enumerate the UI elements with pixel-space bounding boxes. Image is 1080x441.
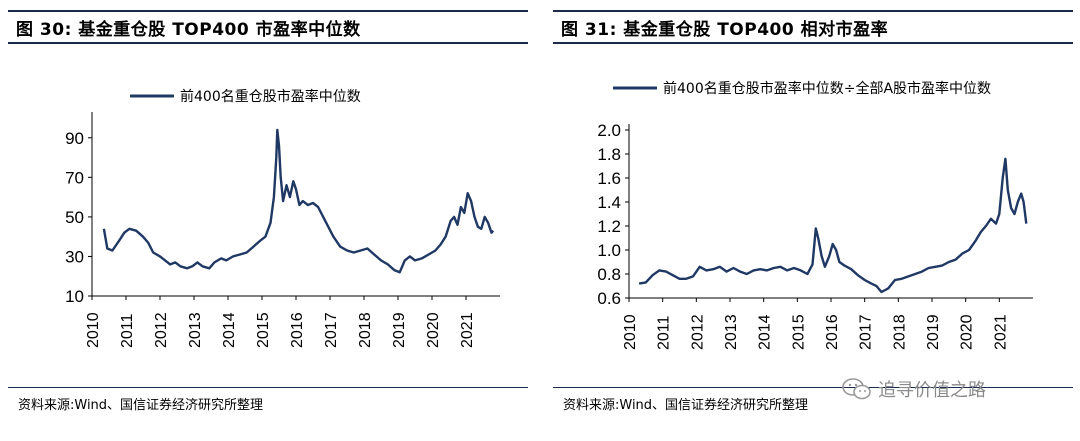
x-tick-label: 2010 bbox=[85, 312, 102, 348]
right-chart: 0.6 0.8 1.0 1.2 1.4 1.6 1.8 2.0 2010 2011 2012 2013… bbox=[597, 80, 1033, 350]
x-tick-label: 2012 bbox=[689, 314, 706, 350]
series-line bbox=[102, 128, 495, 274]
y-tick-label: 1.8 bbox=[597, 145, 621, 164]
x-tick-label: 2020 bbox=[425, 312, 442, 348]
y-tick-label: 70 bbox=[65, 168, 84, 187]
x-tick-label: 2016 bbox=[289, 312, 306, 348]
x-tick-label: 2013 bbox=[723, 314, 740, 350]
right-source-note: 资料来源:Wind、国信证券经济研究所整理 bbox=[563, 398, 809, 413]
y-tick-label: 1.6 bbox=[597, 169, 621, 188]
right-source-divider bbox=[553, 387, 1073, 388]
y-tick-label: 90 bbox=[65, 129, 84, 148]
x-tick-label: 2015 bbox=[255, 312, 272, 348]
y-tick-label: 0.6 bbox=[597, 289, 621, 308]
right-figure-title: 图 31: 基金重仓股 TOP400 相对市盈率 bbox=[561, 19, 889, 40]
wechat-icon bbox=[842, 378, 871, 400]
left-chart: 10 30 50 70 90 2010 2011 2012 2013 2014 2015 2016 20… bbox=[65, 88, 500, 348]
x-tick-label: 2019 bbox=[391, 312, 408, 348]
x-tick-label: 2019 bbox=[925, 314, 942, 350]
x-tick-label: 2010 bbox=[622, 314, 639, 350]
x-tick-label: 2013 bbox=[187, 312, 204, 348]
x-tick-label: 2014 bbox=[757, 314, 774, 350]
y-tick-label: 0.8 bbox=[597, 265, 621, 284]
y-tick-label: 30 bbox=[65, 247, 84, 266]
x-tick-label: 2011 bbox=[656, 315, 673, 350]
watermark-text: 追寻价值之路 bbox=[878, 380, 986, 401]
left-source-divider bbox=[8, 387, 528, 388]
left-figure-title-bar: 图 30: 基金重仓股 TOP400 市盈率中位数 bbox=[8, 10, 528, 44]
left-figure-title: 图 30: 基金重仓股 TOP400 市盈率中位数 bbox=[16, 19, 361, 40]
y-tick-label: 1.2 bbox=[597, 217, 621, 236]
x-tick-label: 2015 bbox=[790, 314, 807, 350]
x-tick-label: 2017 bbox=[323, 312, 340, 348]
x-tick-label: 2018 bbox=[357, 312, 374, 348]
x-tick-label: 2021 bbox=[992, 314, 1009, 350]
x-tick-label: 2011 bbox=[119, 313, 136, 348]
y-tick-label: 1.0 bbox=[597, 241, 621, 260]
series-line bbox=[638, 157, 1028, 294]
right-figure-panel: 图 31: 基金重仓股 TOP400 相对市盈率 0.6 0.8 1.0 1.2 1.4… bbox=[553, 0, 1073, 441]
y-tick-label: 1.4 bbox=[597, 193, 621, 212]
x-tick-label: 2018 bbox=[891, 314, 908, 350]
left-source-note: 资料来源:Wind、国信证券经济研究所整理 bbox=[18, 398, 264, 413]
x-tick-label: 2017 bbox=[858, 314, 875, 350]
x-tick-label: 2016 bbox=[824, 314, 841, 350]
y-tick-label: 10 bbox=[65, 287, 84, 306]
legend-label: 前400名重仓股市盈率中位数 bbox=[180, 88, 361, 105]
y-tick-label: 50 bbox=[65, 208, 84, 227]
left-figure-panel: 图 30: 基金重仓股 TOP400 市盈率中位数 10 30 50 70 90 2010… bbox=[8, 0, 528, 441]
x-tick-label: 2014 bbox=[221, 312, 238, 348]
x-tick-label: 2012 bbox=[153, 312, 170, 348]
legend-label: 前400名重仓股市盈率中位数÷全部A股市盈率中位数 bbox=[663, 80, 991, 97]
x-tick-label: 2021 bbox=[459, 312, 476, 348]
watermark: 追寻价值之路 bbox=[842, 376, 986, 402]
x-tick-label: 2020 bbox=[959, 314, 976, 350]
right-figure-title-bar: 图 31: 基金重仓股 TOP400 相对市盈率 bbox=[553, 10, 1073, 44]
y-tick-label: 2.0 bbox=[597, 121, 621, 140]
